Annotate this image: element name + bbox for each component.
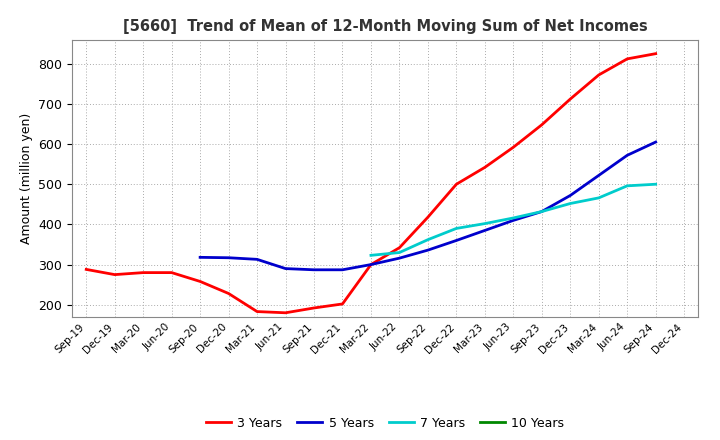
- 5 Years: [395, 256, 404, 261]
- 3 Years: [338, 301, 347, 307]
- 3 Years: [537, 122, 546, 128]
- 7 Years: [623, 183, 631, 188]
- 5 Years: [595, 173, 603, 178]
- 3 Years: [595, 72, 603, 77]
- 3 Years: [623, 56, 631, 62]
- 3 Years: [652, 51, 660, 56]
- 5 Years: [452, 238, 461, 243]
- 3 Years: [395, 245, 404, 250]
- 5 Years: [338, 267, 347, 272]
- Title: [5660]  Trend of Mean of 12-Month Moving Sum of Net Incomes: [5660] Trend of Mean of 12-Month Moving …: [123, 19, 647, 34]
- 7 Years: [423, 237, 432, 242]
- 3 Years: [509, 145, 518, 150]
- 5 Years: [196, 255, 204, 260]
- 3 Years: [366, 262, 375, 267]
- 5 Years: [537, 209, 546, 214]
- 5 Years: [480, 228, 489, 233]
- 7 Years: [480, 221, 489, 226]
- 5 Years: [366, 262, 375, 267]
- 5 Years: [566, 193, 575, 198]
- 5 Years: [423, 247, 432, 253]
- 7 Years: [452, 226, 461, 231]
- Line: 7 Years: 7 Years: [371, 184, 656, 255]
- 3 Years: [282, 310, 290, 315]
- 3 Years: [310, 305, 318, 311]
- 3 Years: [167, 270, 176, 275]
- 7 Years: [366, 253, 375, 258]
- Line: 5 Years: 5 Years: [200, 142, 656, 270]
- 3 Years: [225, 291, 233, 296]
- 5 Years: [253, 257, 261, 262]
- Line: 3 Years: 3 Years: [86, 54, 656, 313]
- 7 Years: [595, 195, 603, 201]
- 7 Years: [537, 209, 546, 214]
- 3 Years: [82, 267, 91, 272]
- 5 Years: [509, 218, 518, 223]
- 5 Years: [310, 267, 318, 272]
- 3 Years: [566, 96, 575, 102]
- 3 Years: [110, 272, 119, 277]
- 5 Years: [652, 139, 660, 145]
- 5 Years: [623, 153, 631, 158]
- 3 Years: [480, 165, 489, 170]
- 3 Years: [139, 270, 148, 275]
- 7 Years: [652, 182, 660, 187]
- 5 Years: [225, 255, 233, 260]
- 3 Years: [423, 215, 432, 220]
- 7 Years: [395, 250, 404, 255]
- 7 Years: [509, 215, 518, 220]
- 3 Years: [452, 182, 461, 187]
- 3 Years: [253, 309, 261, 314]
- Legend: 3 Years, 5 Years, 7 Years, 10 Years: 3 Years, 5 Years, 7 Years, 10 Years: [201, 412, 570, 435]
- Y-axis label: Amount (million yen): Amount (million yen): [19, 113, 32, 244]
- 3 Years: [196, 279, 204, 284]
- 7 Years: [566, 201, 575, 206]
- 5 Years: [282, 266, 290, 271]
